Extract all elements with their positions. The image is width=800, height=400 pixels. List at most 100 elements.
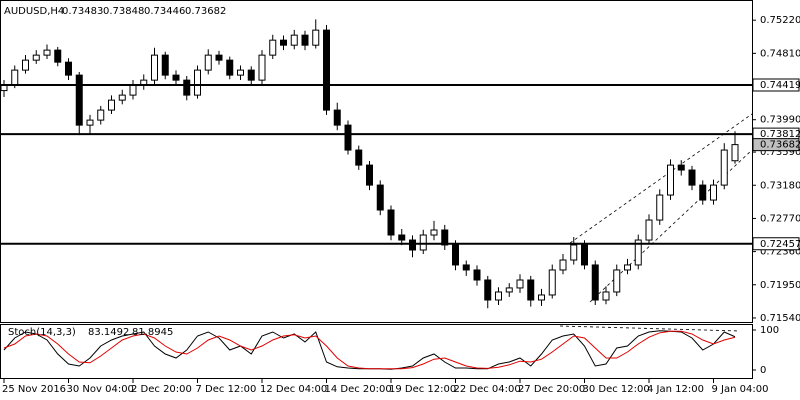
candle-body	[602, 291, 610, 301]
stoch-line	[3, 330, 736, 370]
level-label: 0.72457	[760, 239, 800, 250]
candle-body	[280, 39, 287, 46]
price-panel-frame	[0, 0, 753, 323]
ohlc-high: 0.73848	[103, 6, 144, 17]
candle-body	[570, 244, 578, 261]
y-tick-label: 0.75220	[760, 15, 800, 26]
candle-body	[516, 279, 524, 289]
price-tag	[752, 138, 800, 152]
candle-body	[65, 61, 72, 76]
y-tick-label: 0.72360	[760, 247, 800, 258]
candle-body	[656, 194, 664, 221]
x-tick-label: 2 Dec 20:00	[131, 384, 192, 395]
candle-body	[688, 169, 696, 186]
stoch-main-value: 83.1492	[88, 327, 129, 338]
ohlc-close: 0.73682	[185, 6, 226, 17]
candle-body	[548, 269, 556, 296]
candle-body	[505, 287, 513, 293]
ohlc-open: 0.73483	[62, 6, 103, 17]
candle-body	[204, 54, 212, 71]
candle-body	[366, 164, 373, 186]
candle-body	[720, 149, 728, 186]
x-tick-label: 7 Dec 12:00	[196, 384, 257, 395]
candle-body	[667, 164, 674, 196]
y-tick-label: 0.74810	[760, 48, 800, 59]
candle-body	[419, 234, 427, 251]
candle-body	[258, 54, 266, 81]
candle-body	[624, 264, 631, 271]
x-tick-label: 9 Jan 04:00	[712, 384, 769, 395]
candle-body	[484, 279, 492, 301]
candle-body	[430, 229, 438, 236]
y-tick-label: 0.71950	[760, 280, 800, 291]
y-tick-label: 0.73180	[760, 180, 800, 191]
x-tick-label: 30 Nov 04:00	[67, 384, 134, 395]
level-tag	[752, 237, 800, 251]
candle-body	[710, 184, 717, 201]
candle-body	[323, 29, 330, 111]
candle-body	[118, 94, 126, 101]
candle-body	[108, 99, 115, 111]
level-tag	[752, 78, 800, 92]
x-tick-label: 12 Dec 04:00	[260, 384, 327, 395]
candle-body	[226, 59, 234, 76]
candle-body	[172, 74, 180, 81]
x-tick-label: 25 Nov 2016	[2, 384, 66, 395]
candle-body	[527, 279, 535, 301]
candle-body	[333, 109, 341, 126]
candle-body	[344, 124, 352, 151]
candle-body	[75, 74, 83, 126]
candle-body	[409, 239, 416, 251]
candle-body	[538, 294, 545, 301]
candle-body	[301, 34, 309, 46]
stoch-signal-value: 81.8945	[132, 327, 173, 338]
candle-body	[161, 54, 169, 76]
price-label: 0.73682	[760, 140, 800, 151]
candle-body	[43, 49, 51, 56]
trend-line	[569, 113, 753, 244]
candle-body	[129, 84, 137, 96]
candle-body	[290, 34, 298, 46]
candle-body	[452, 244, 459, 266]
candle-body	[387, 209, 395, 236]
candle-body	[473, 269, 481, 281]
candle-body	[11, 69, 19, 86]
candle-body	[86, 119, 94, 126]
y-tick-label: 0.73990	[760, 115, 800, 126]
candle-body	[97, 109, 105, 121]
candle-body	[194, 69, 201, 96]
candle-body	[591, 264, 599, 301]
candle-body	[22, 59, 29, 71]
x-tick-label: 22 Dec 04:00	[454, 384, 521, 395]
candle-body	[462, 264, 470, 271]
candle-body	[495, 291, 502, 301]
candle-body	[559, 259, 567, 271]
symbol-title: AUDUSD,H4	[4, 6, 64, 17]
candle-body	[32, 54, 40, 61]
level-label: 0.73812	[760, 129, 800, 140]
candle-body	[151, 54, 158, 81]
y-tick-label: 0.72770	[760, 213, 800, 224]
y-tick-label: 100	[760, 325, 779, 336]
candle-body	[699, 184, 707, 201]
x-tick-label: 19 Dec 12:00	[389, 384, 456, 395]
candle-body	[183, 79, 191, 96]
stoch-title: Stoch(14,3,3)	[8, 327, 76, 338]
ohlc-low: 0.73446	[144, 6, 185, 17]
y-tick-label: 0	[760, 365, 766, 376]
candle-body	[398, 234, 406, 241]
candle-body	[237, 69, 244, 76]
level-label: 0.74419	[760, 80, 800, 91]
candle-body	[355, 149, 363, 166]
candle-body	[54, 49, 62, 63]
candle-body	[634, 239, 642, 266]
candle-body	[731, 144, 739, 162]
candle-body	[677, 164, 685, 171]
x-tick-label: 4 Jan 12:00	[647, 384, 704, 395]
y-tick-label: 0.73590	[760, 147, 800, 158]
candle-body	[247, 69, 255, 81]
candle-body	[441, 229, 449, 246]
trend-line	[559, 325, 741, 332]
